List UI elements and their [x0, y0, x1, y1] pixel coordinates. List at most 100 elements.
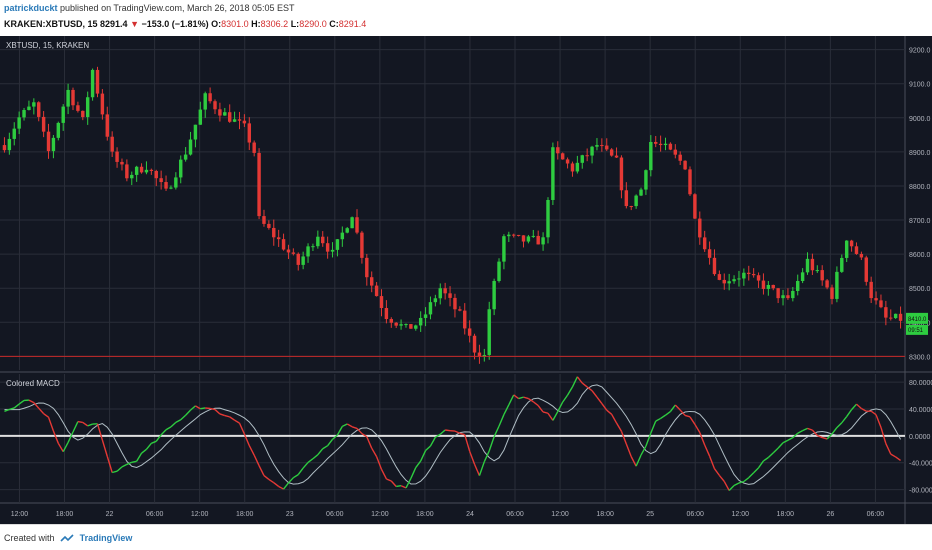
macd-tick-label: 40.0000	[909, 407, 932, 414]
candle-body	[854, 246, 859, 254]
macd-segment	[620, 431, 627, 445]
candle-body	[188, 139, 193, 155]
candle-body	[570, 163, 575, 172]
macd-segment	[625, 443, 632, 457]
macd-segment	[429, 436, 436, 447]
macd-segment	[342, 423, 348, 428]
macd-segment	[33, 402, 40, 409]
candle-body	[301, 256, 305, 265]
macd-segment	[366, 436, 373, 449]
time-axis-label: 06:00	[506, 511, 524, 518]
macd-segment	[733, 482, 740, 487]
candle-body	[428, 302, 433, 315]
candle-body	[267, 223, 271, 228]
chart-svg[interactable]: 8300.08400.08500.08600.08700.08800.08900…	[0, 36, 932, 524]
macd-segment	[268, 478, 275, 484]
macd-segment	[606, 409, 613, 415]
author-link[interactable]: patrickduckt	[4, 3, 58, 13]
macd-segment	[165, 426, 172, 431]
candles	[2, 66, 903, 364]
candle-body	[556, 147, 560, 154]
macd-segment	[332, 434, 338, 440]
candle-body	[511, 234, 516, 236]
candle-body	[360, 232, 364, 258]
time-axis-label: 18:00	[56, 511, 74, 518]
candle-body	[159, 178, 163, 183]
tradingview-brand[interactable]: TradingView	[79, 533, 133, 543]
macd-segment	[283, 482, 290, 490]
macd-segment	[77, 420, 83, 424]
candle-body	[311, 246, 315, 248]
macd-tick-label: 0.0000	[909, 434, 931, 441]
candle-body	[66, 89, 70, 107]
candle-body	[859, 253, 864, 258]
macd-segment	[459, 432, 465, 436]
time-axis-label: 06:00	[867, 511, 885, 518]
candle-body	[590, 146, 594, 156]
chart-area[interactable]: 8300.08400.08500.08600.08700.08800.08900…	[0, 36, 932, 524]
candle-body	[678, 154, 682, 161]
macd-segment	[434, 433, 441, 438]
candle-body	[786, 295, 790, 299]
candle-body	[32, 102, 36, 107]
macd-segment	[454, 430, 461, 434]
macd-segment	[67, 431, 74, 443]
candle-body	[707, 249, 712, 258]
change-value: −153.0 (−1.81%)	[141, 19, 209, 29]
macd-segment	[562, 394, 569, 403]
candle-body	[463, 310, 467, 329]
macd-segment	[4, 408, 10, 413]
macd-segment	[488, 436, 495, 452]
candle-body	[345, 228, 349, 233]
macd-segment	[234, 419, 240, 424]
macd-segment	[356, 427, 363, 435]
candle-body	[884, 307, 888, 318]
macd-segment	[743, 477, 750, 483]
macd-segment	[361, 432, 368, 438]
candle-body	[423, 314, 428, 318]
price-tick-label: 8800.0	[909, 184, 931, 191]
candle-body	[702, 237, 707, 250]
last-price-tag	[906, 312, 928, 324]
candle-body	[781, 295, 785, 299]
price-tick-label: 8500.0	[909, 286, 931, 293]
macd-segment	[292, 474, 299, 479]
macd-segment	[200, 407, 206, 410]
candle-body	[551, 147, 555, 200]
macd-segment	[351, 426, 358, 430]
candle-body	[810, 258, 815, 271]
candle-body	[12, 128, 16, 139]
symbol-label[interactable]: KRAKEN:XBTUSD, 15	[4, 19, 98, 29]
macd-segment	[708, 455, 716, 469]
candle-body	[835, 271, 839, 299]
macd-segment	[238, 422, 246, 435]
candle-body	[27, 106, 31, 111]
macd-segment	[136, 452, 143, 462]
candle-body	[507, 234, 511, 237]
price-tick-label: 9100.0	[909, 82, 931, 89]
macd-segment	[400, 485, 407, 489]
candle-body	[560, 153, 565, 160]
time-axis-label: 18:00	[777, 511, 795, 518]
macd-segment	[229, 416, 235, 421]
time-axis-label: 12:00	[731, 511, 749, 518]
macd-segment	[126, 461, 133, 466]
candle-body	[208, 93, 212, 102]
candle-body	[600, 145, 604, 147]
candle-body	[355, 217, 359, 233]
macd-segment	[660, 414, 666, 420]
macd-segment	[473, 463, 481, 476]
candle-body	[232, 119, 237, 122]
candle-body	[404, 324, 408, 326]
price-tick-label: 8900.0	[909, 150, 931, 157]
macd-segment	[346, 423, 353, 428]
macd-segment	[689, 416, 696, 425]
candle-body	[869, 281, 873, 299]
candle-body	[531, 235, 536, 237]
candle-body	[673, 149, 678, 155]
candle-body	[272, 227, 276, 238]
macd-segment	[224, 414, 230, 418]
candle-body	[169, 187, 173, 189]
candle-body	[418, 317, 423, 326]
macd-segment	[875, 414, 882, 428]
